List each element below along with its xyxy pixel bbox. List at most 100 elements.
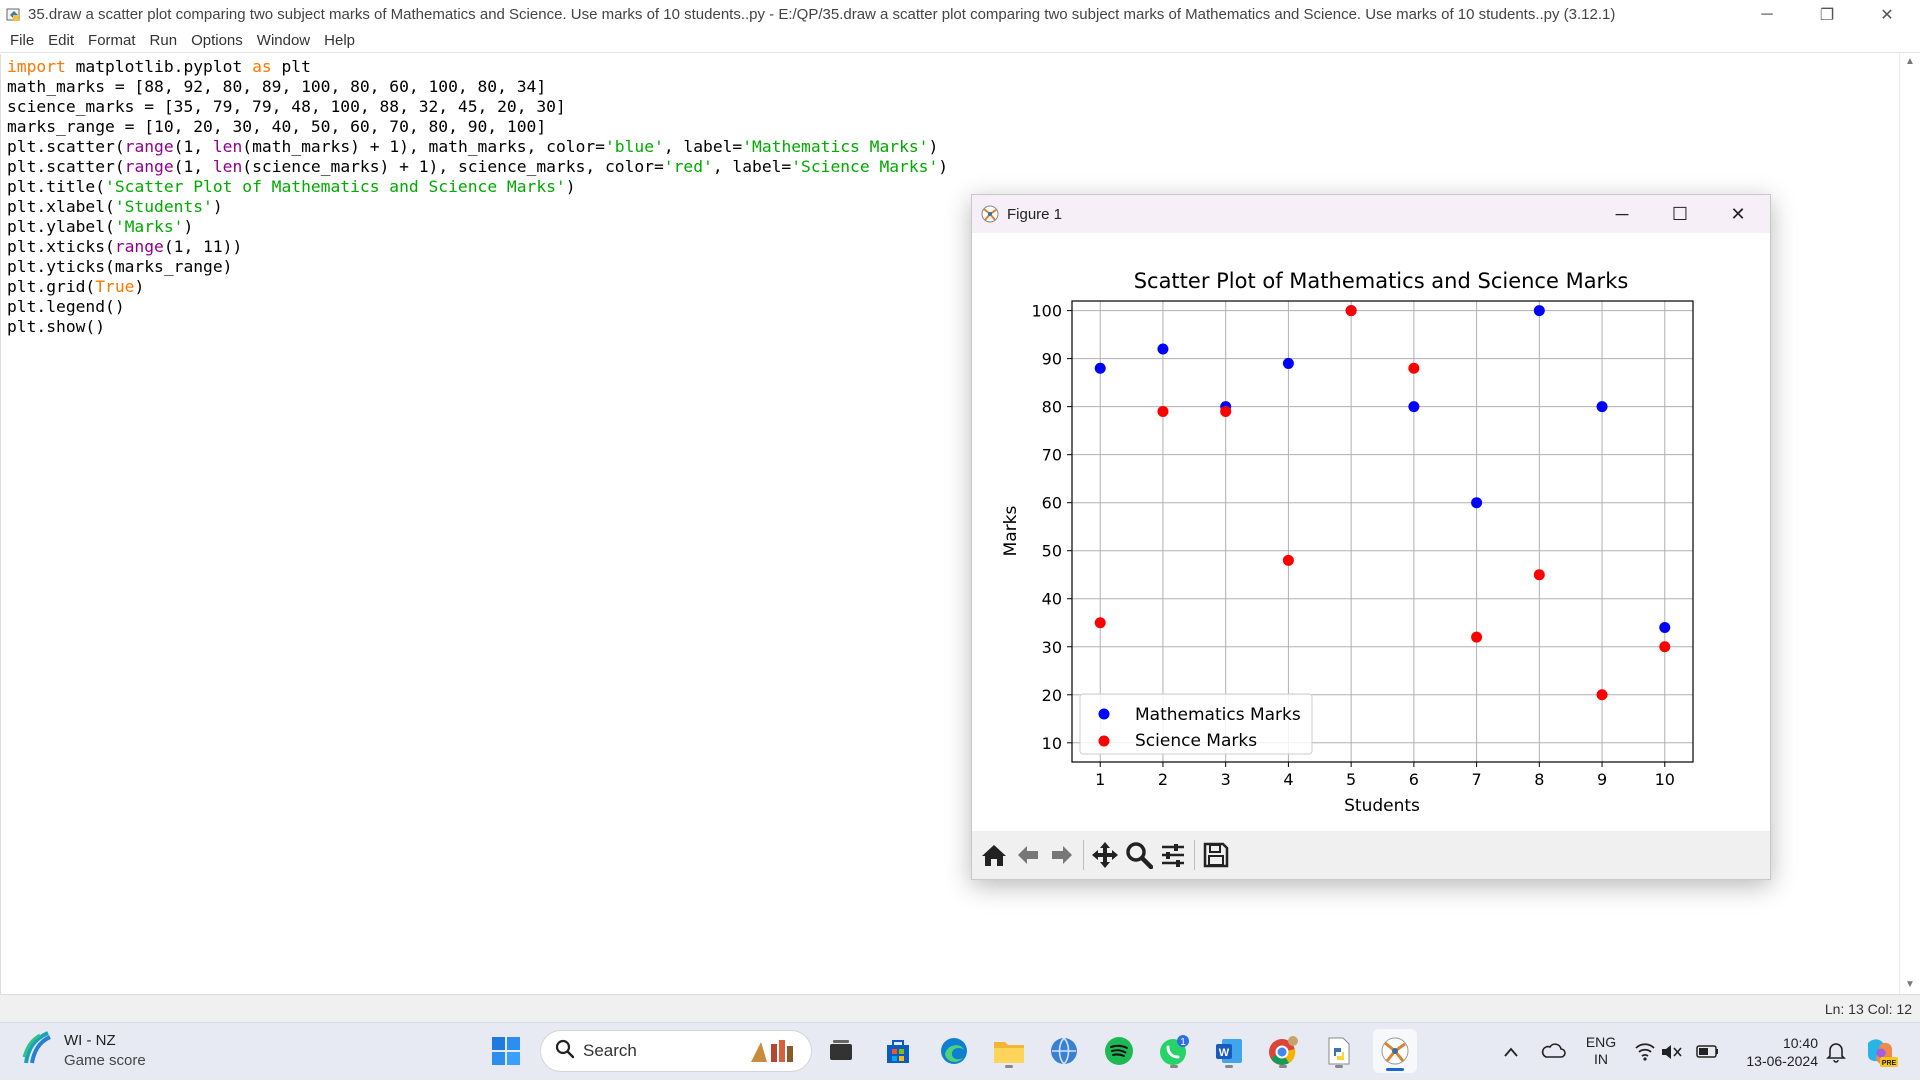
science-point (1533, 569, 1545, 581)
x-tick-label: 2 (1158, 770, 1168, 789)
windows-taskbar: WI - NZ Game score Search 1 W (0, 1022, 1920, 1080)
chart-title: Scatter Plot of Mathematics and Science … (1134, 269, 1629, 293)
running-indicator (1335, 1065, 1343, 1068)
spotify-icon[interactable] (1100, 1032, 1138, 1070)
math-point (1533, 305, 1545, 317)
menu-window[interactable]: Window (256, 32, 311, 49)
math-point (1471, 497, 1483, 509)
figure-titlebar: Figure 1 ─ ☐ ✕ (972, 195, 1770, 233)
menu-run[interactable]: Run (149, 32, 178, 49)
edge-browser-icon[interactable] (935, 1032, 973, 1070)
science-point (1345, 305, 1357, 317)
word-icon[interactable]: W (1210, 1032, 1248, 1070)
file-explorer-icon[interactable] (990, 1032, 1028, 1070)
widget-title: WI - NZ (64, 1032, 116, 1049)
x-axis-label: Students (1344, 796, 1420, 816)
onedrive-cloud-icon[interactable] (1540, 1023, 1570, 1081)
menu-help[interactable]: Help (324, 32, 355, 49)
running-indicator (1005, 1065, 1013, 1068)
legend-box (1079, 693, 1313, 755)
toolbar-separator (1194, 840, 1195, 870)
science-point (1282, 554, 1294, 566)
menu-options[interactable]: Options (191, 32, 243, 49)
figure-title: Figure 1 (1007, 205, 1063, 223)
notification-bell-icon[interactable] (1825, 1023, 1851, 1081)
x-tick-label: 10 (1655, 770, 1675, 789)
cursor-position: Ln: 13 Col: 12 (1824, 1001, 1912, 1017)
figure-maximize-button[interactable]: ☐ (1671, 203, 1689, 224)
wifi-icon[interactable] (1634, 1023, 1660, 1081)
save-floppy-icon[interactable] (1199, 838, 1233, 872)
language-code: ENG (1585, 1034, 1617, 1050)
whatsapp-icon[interactable]: 1 (1155, 1032, 1193, 1070)
cricket-score-icon (22, 1031, 52, 1070)
x-tick-label: 1 (1095, 770, 1105, 789)
back-arrow-icon[interactable] (1011, 838, 1045, 872)
math-point (1408, 401, 1420, 413)
menu-file[interactable]: File (10, 32, 35, 49)
microsoft-store-icon[interactable] (879, 1032, 917, 1070)
minimize-button[interactable]: ─ (1761, 5, 1773, 23)
copilot-badge: PRE (1882, 1060, 1897, 1067)
y-tick-label: 50 (1042, 542, 1062, 561)
taskbar-search-box[interactable]: Search (540, 1030, 812, 1072)
configure-subplots-icon[interactable] (1156, 838, 1190, 872)
clock[interactable]: 10:40 13-06-2024 (1728, 1023, 1818, 1081)
windows-start-icon[interactable] (487, 1032, 525, 1070)
task-view-icon[interactable] (822, 1032, 860, 1070)
whatsapp-badge: 1 (1180, 1037, 1186, 1048)
forward-arrow-icon[interactable] (1045, 838, 1079, 872)
region-code: IN (1594, 1051, 1608, 1067)
figure-minimize-button[interactable]: ─ (1615, 203, 1629, 224)
weather-widget[interactable]: WI - NZ Game score (22, 1031, 146, 1070)
speaker-muted-icon[interactable] (1660, 1023, 1686, 1081)
battery-icon[interactable] (1696, 1023, 1722, 1081)
science-point (1094, 617, 1106, 629)
scroll-up-icon[interactable]: ▲ (1905, 56, 1915, 67)
figure-close-button[interactable]: ✕ (1730, 203, 1746, 224)
vertical-scrollbar[interactable]: ▲ ▼ (1899, 54, 1920, 994)
chrome-icon[interactable] (1264, 1032, 1302, 1070)
restore-button[interactable]: ❐ (1819, 6, 1835, 24)
y-tick-label: 20 (1042, 686, 1062, 705)
menu-edit[interactable]: Edit (48, 32, 75, 49)
legend-marker-math (1098, 708, 1110, 720)
math-point (1094, 362, 1106, 374)
status-bar: Ln: 13 Col: 12 (0, 994, 1920, 1022)
show-hidden-icons-chevron-icon[interactable] (1502, 1023, 1532, 1081)
copilot-icon[interactable]: PRE (1862, 1023, 1902, 1081)
legend: Mathematics Marks Science Marks (1079, 693, 1313, 755)
y-tick-label: 80 (1042, 398, 1062, 417)
window-titlebar: 35.draw a scatter plot comparing two sub… (0, 0, 1920, 29)
settings-globe-icon[interactable] (1045, 1032, 1083, 1070)
scroll-down-icon[interactable]: ▼ (1905, 979, 1915, 990)
clock-date: 13-06-2024 (1746, 1053, 1818, 1069)
pan-move-icon[interactable] (1088, 838, 1122, 872)
search-highlight-icon (747, 1034, 803, 1069)
math-point (1659, 622, 1671, 634)
clock-time: 10:40 (1782, 1035, 1818, 1051)
y-tick-label: 10 (1042, 734, 1062, 753)
y-tick-label: 40 (1042, 590, 1062, 609)
y-axis-label: Marks (1001, 505, 1021, 556)
x-tick-label: 8 (1534, 770, 1544, 789)
y-tick-label: 30 (1042, 638, 1062, 657)
y-tick-label: 100 (1031, 302, 1062, 321)
matplotlib-taskbar-icon[interactable] (1373, 1029, 1417, 1073)
python-idle-icon (6, 7, 22, 23)
zoom-magnifier-icon[interactable] (1122, 838, 1156, 872)
science-point (1659, 641, 1671, 653)
figure-window[interactable]: Figure 1 ─ ☐ ✕ Scatter Plot of Mathemati… (971, 194, 1771, 880)
running-indicator (1225, 1065, 1233, 1068)
matplotlib-icon (981, 205, 999, 223)
menu-format[interactable]: Format (88, 32, 136, 49)
language-indicator[interactable]: ENG IN (1584, 1023, 1618, 1081)
active-indicator (1386, 1068, 1404, 1071)
python-file-icon[interactable] (1320, 1032, 1358, 1070)
widget-subtitle: Game score (64, 1052, 146, 1069)
science-point (1471, 631, 1483, 643)
close-button[interactable]: ✕ (1880, 6, 1894, 24)
home-icon[interactable] (977, 838, 1011, 872)
plot-canvas[interactable]: Scatter Plot of Mathematics and Science … (972, 233, 1770, 829)
code-text[interactable]: import matplotlib.pyplot as plt math_mar… (7, 57, 949, 336)
